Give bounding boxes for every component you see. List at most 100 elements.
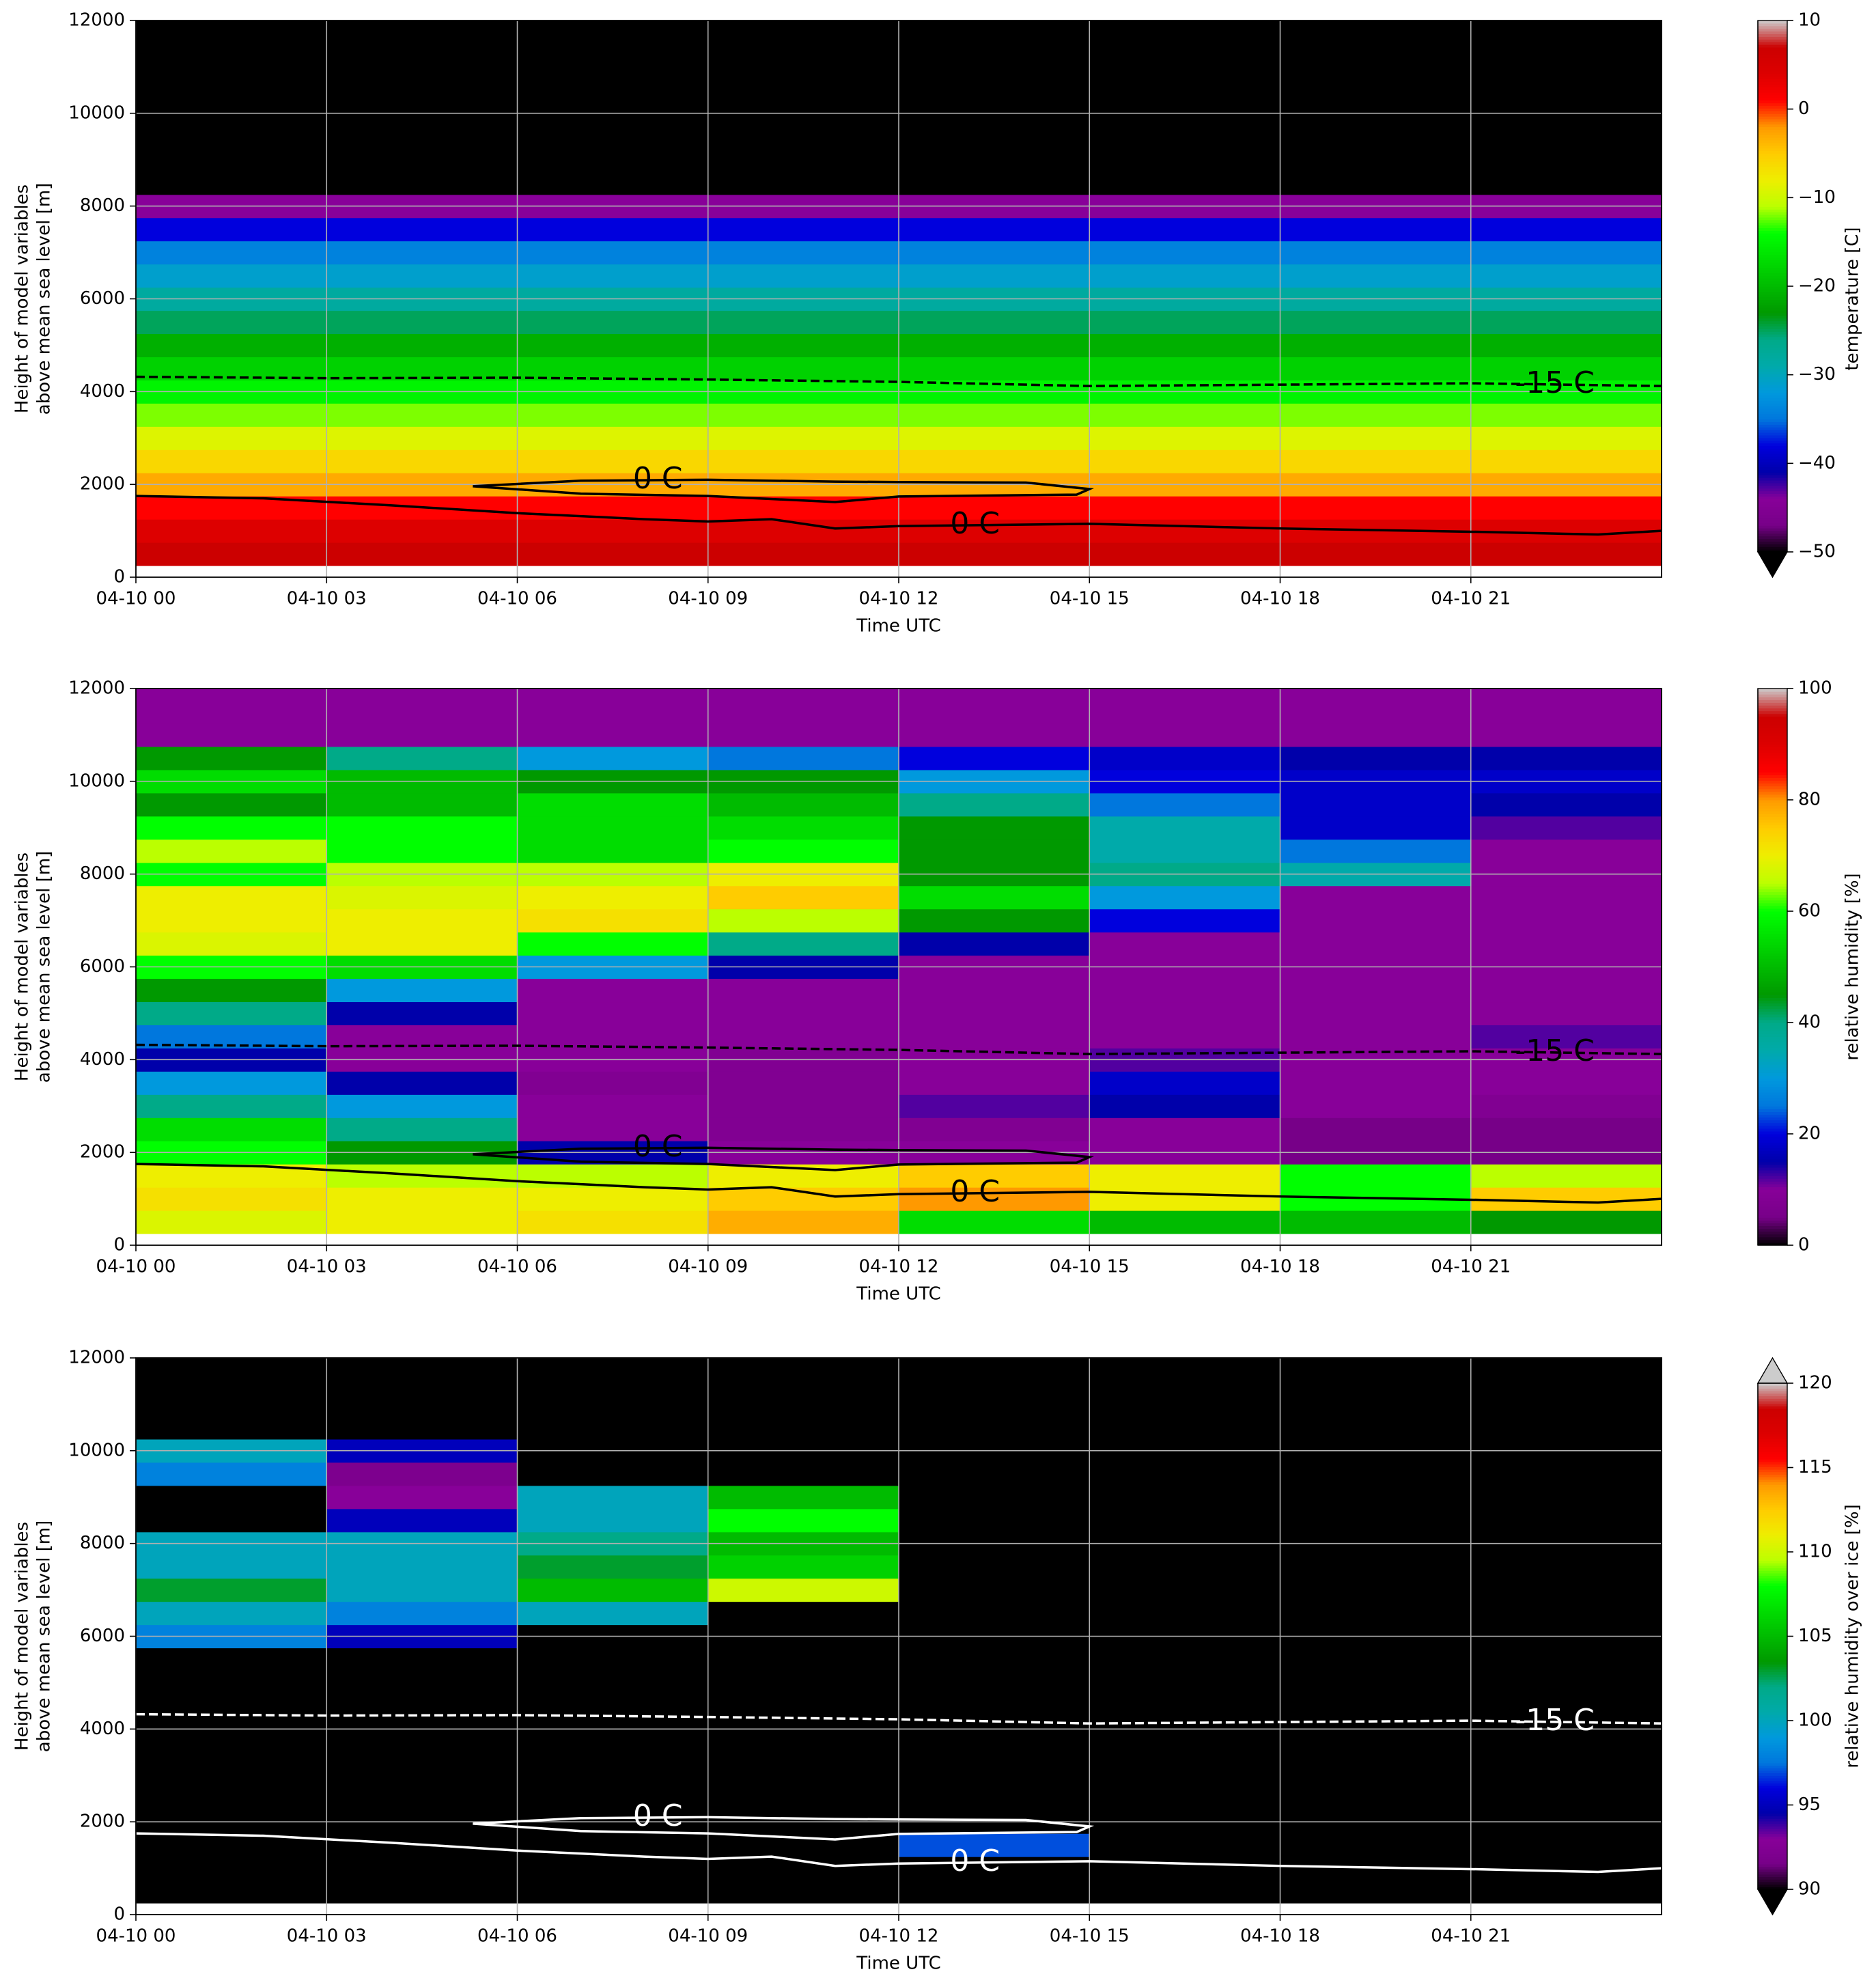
colorbar-swatch: [1758, 1874, 1787, 1878]
heatmap-cell: [517, 792, 709, 817]
colorbar-tick-label: −20: [1798, 276, 1836, 296]
colorbar-swatch: [1758, 1495, 1787, 1498]
colorbar-swatch: [1758, 1217, 1787, 1221]
colorbar-tick-label: 80: [1798, 790, 1821, 810]
heatmap-cell: [136, 1117, 327, 1141]
colorbar-swatch: [1758, 1654, 1787, 1657]
panel: 04-10 00 04-10 03 04-10 06 04-10 09 04-10 12…: [12, 10, 1863, 637]
colorbar-swatch: [1758, 1019, 1787, 1023]
colorbar-swatch: [1758, 424, 1787, 428]
x-tick-label: 04-10 15: [1050, 1926, 1130, 1947]
colorbar-swatch: [1758, 485, 1787, 489]
heatmap-cell: [1470, 1578, 1662, 1602]
colorbar-swatch: [1758, 1722, 1787, 1725]
plot-area: [136, 20, 1662, 577]
colorbar-swatch: [1758, 1502, 1787, 1505]
colorbar-swatch: [1758, 1863, 1787, 1867]
colorbar-swatch: [1758, 81, 1787, 85]
colorbar-swatch: [1758, 814, 1787, 818]
colorbar-swatch: [1758, 1651, 1787, 1655]
colorbar-swatch: [1758, 1103, 1787, 1107]
heatmap-cell: [708, 1508, 899, 1533]
colorbar-swatch: [1758, 1540, 1787, 1544]
colorbar-swatch: [1758, 238, 1787, 242]
colorbar-swatch: [1758, 1395, 1787, 1399]
colorbar-swatch: [1758, 880, 1787, 884]
heatmap-cell: [1470, 1833, 1662, 1857]
contour-line: [473, 1146, 1095, 1171]
colorbar-swatch: [1758, 1148, 1787, 1152]
colorbar-swatch: [1758, 499, 1787, 502]
colorbar-swatch: [1758, 975, 1787, 979]
colorbar-swatch: [1758, 727, 1787, 731]
colorbar-swatch: [1758, 1492, 1787, 1495]
contour-line: [136, 495, 1662, 536]
heatmap-cell: [517, 839, 709, 863]
colorbar-swatch: [1758, 1477, 1787, 1480]
colorbar-swatch: [1758, 1383, 1787, 1387]
x-tick-label: 04-10 00: [96, 1257, 176, 1277]
colorbar-swatch: [1758, 1578, 1787, 1581]
heatmap-cell: [517, 148, 709, 172]
colorbar-tick-label: −10: [1798, 187, 1836, 208]
heatmap-cell: [136, 1555, 327, 1579]
heatmap-cell: [136, 78, 327, 102]
heatmap-cell: [1280, 1094, 1472, 1118]
x-tick-label: 04-10 12: [859, 1926, 939, 1947]
colorbar-swatch: [1758, 177, 1787, 180]
colorbar-swatch: [1758, 1081, 1787, 1085]
colorbar-swatch: [1758, 911, 1787, 915]
colorbar-swatch: [1758, 536, 1787, 540]
x-tick-label: 04-10 12: [859, 1257, 939, 1277]
colorbar-swatch: [1758, 1729, 1787, 1733]
colorbar-swatch: [1758, 1212, 1787, 1215]
heatmap-cell: [1470, 932, 1662, 956]
colorbar-swatch: [1758, 1028, 1787, 1031]
heatmap-cell: [517, 1648, 709, 1672]
colorbar-swatch: [1758, 448, 1787, 451]
colorbar-swatch: [1758, 1714, 1787, 1718]
y-tick-label: 6000: [80, 1626, 125, 1646]
heatmap-cell: [1089, 78, 1281, 102]
colorbar-tick-label: 115: [1798, 1457, 1832, 1477]
heatmap-cell: [899, 496, 1090, 520]
colorbar-swatch: [1758, 1200, 1787, 1204]
colorbar-swatch: [1758, 1788, 1787, 1792]
heatmap-cell: [1280, 542, 1472, 566]
colorbar-swatch: [1758, 947, 1787, 951]
colorbar-swatch: [1758, 546, 1787, 550]
heatmap-cell: [1089, 746, 1281, 770]
heatmap-cell: [708, 171, 899, 195]
y-tick-label: 10000: [68, 770, 125, 791]
colorbar-swatch: [1758, 1443, 1787, 1447]
heatmap-cell: [136, 839, 327, 863]
colorbar-swatch: [1758, 344, 1787, 348]
colorbar-swatch: [1758, 1398, 1787, 1402]
colorbar-swatch: [1758, 844, 1787, 848]
colorbar-swatch: [1758, 1413, 1787, 1417]
colorbar-swatch: [1758, 1497, 1787, 1501]
colorbar-swatch: [1758, 73, 1787, 77]
colorbar-swatch: [1758, 1164, 1787, 1168]
heatmap-cell: [1280, 1880, 1472, 1904]
y-tick-label: 2000: [80, 1811, 125, 1832]
colorbar-swatch: [1758, 480, 1787, 484]
y-tick-label: 6000: [80, 956, 125, 977]
colorbar-swatch: [1758, 257, 1787, 260]
colorbar-swatch: [1758, 1223, 1787, 1227]
colorbar-swatch: [1758, 55, 1787, 59]
axes-frame: [135, 1357, 1662, 1915]
axes-frame: [135, 20, 1662, 578]
colorbar-swatch: [1758, 905, 1787, 909]
colorbar-swatch: [1758, 1167, 1787, 1171]
colorbar-swatch: [1758, 92, 1787, 96]
heatmap-cell: [1470, 148, 1662, 172]
colorbar-tick-label: 60: [1798, 901, 1821, 921]
colorbar-swatch: [1758, 1570, 1787, 1574]
colorbar-label: relative humidity over ice [%]: [1843, 1504, 1863, 1768]
heatmap-cell: [326, 839, 518, 863]
y-tick-label: 12000: [68, 10, 125, 31]
heatmap-cell: [899, 1787, 1090, 1811]
colorbar-swatch: [1758, 1072, 1787, 1076]
colorbar-swatch: [1758, 1234, 1787, 1238]
